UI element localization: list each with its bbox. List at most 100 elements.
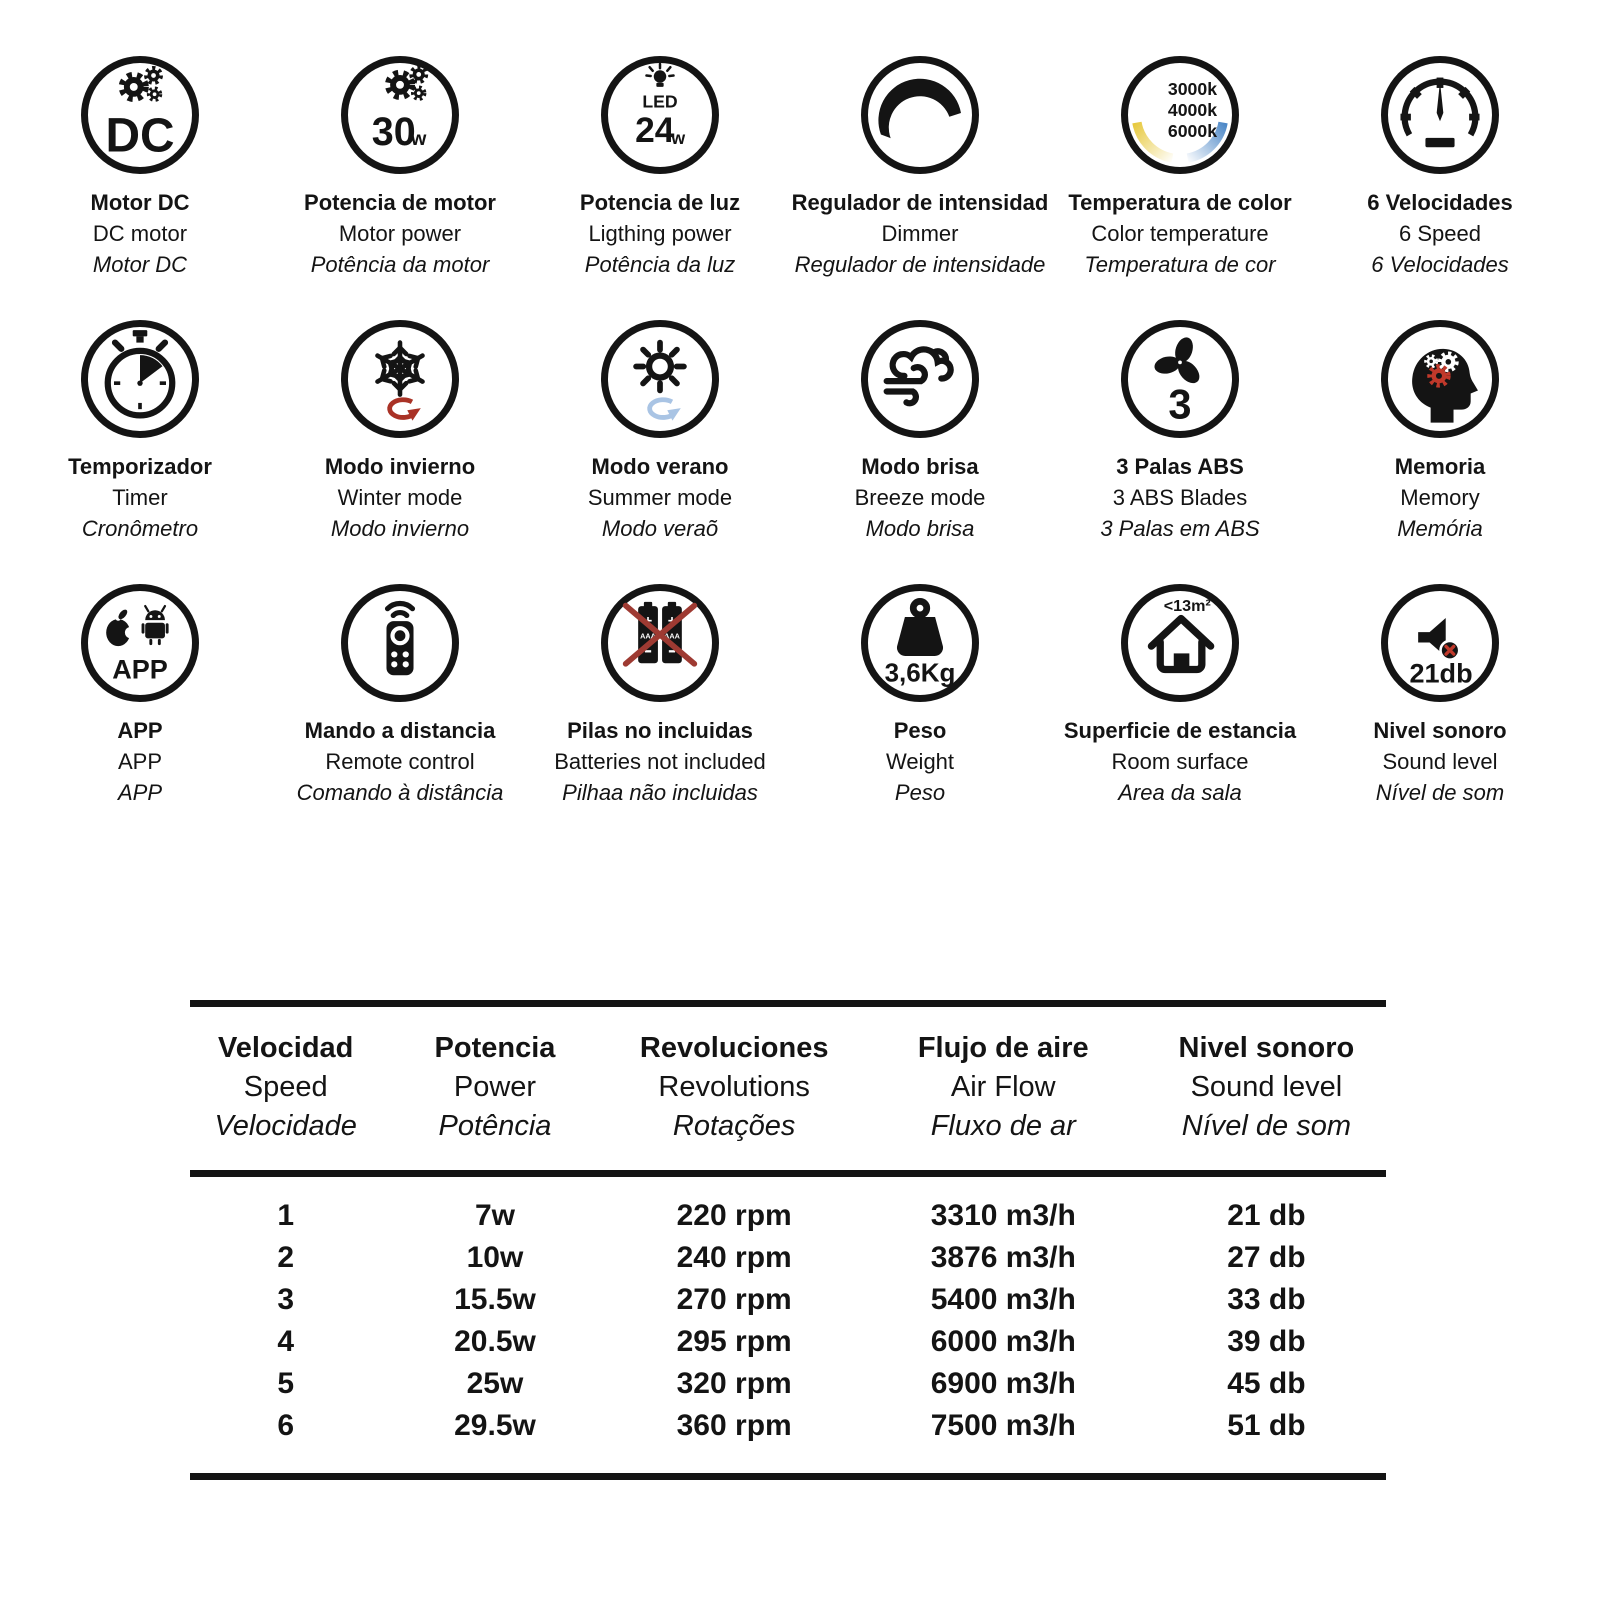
table-cell: 15.5w [454,1283,536,1316]
table-row: 5 25w 320 rpm 6900 m3/h 45 db [190,1363,1386,1405]
feature-title: Memoria [1394,454,1486,479]
feature-subtitle-pt: Regulador de intensidade [794,252,1046,277]
feature-title: Superficie de estancia [1063,718,1297,743]
badge-text-dc: DC [105,109,174,162]
feature-subtitle-pt: Modo brisa [865,516,975,541]
stopwatch-icon [81,320,199,438]
feature-subtitle-en: Sound level [1382,749,1498,774]
header-en: Power [453,1071,537,1103]
feature-memory: Memoria Memory Memória [1310,320,1570,544]
fan-blades-icon: 3 [1121,320,1239,438]
feature-subtitle-en: Ligthing power [588,221,732,246]
table-column-header-sonoro: Nivel sonoro Sound level Nível de som [1147,1029,1386,1146]
table-cell: 33 db [1227,1283,1306,1316]
feature-abs-blades: 3 3 Palas ABS 3 ABS Blades 3 Palas em AB… [1050,320,1310,544]
table-cell: 360 rpm [676,1409,792,1442]
feature-subtitle-en: DC motor [92,221,188,246]
table-cell: 3 [277,1283,295,1316]
table-row: 6 29.5w 360 rpm 7500 m3/h 51 db [190,1405,1386,1447]
table-header-row: Velocidad Speed Velocidade Potencia Powe… [190,1007,1386,1170]
table-cell: 220 rpm [676,1199,792,1232]
header-en: Speed [243,1071,328,1103]
features-grid: DC Motor DC DC motor Motor DC 30 w Poten… [10,56,1570,808]
feature-title: Temperatura de color [1068,190,1292,215]
header-pt: Potência [438,1110,552,1142]
feature-subtitle-pt: Comando à distância [296,780,504,805]
speedometer-icon [1381,56,1499,174]
table-cell: 295 rpm [676,1325,792,1358]
feature-title: APP [117,718,163,743]
feature-title: 3 Palas ABS [1116,454,1244,479]
table-cell: 4 [277,1325,295,1358]
table-row: 2 10w 240 rpm 3876 m3/h 27 db [190,1237,1386,1279]
spec-table: Velocidad Speed Velocidade Potencia Powe… [190,1000,1386,1480]
table-cell: 10w [466,1241,524,1274]
feature-subtitle-en: Summer mode [587,485,733,510]
house-icon: <13m² [1121,584,1239,702]
feature-title: Potencia de luz [579,190,741,215]
feature-subtitle-en: Breeze mode [854,485,986,510]
header-en: Air Flow [950,1071,1056,1103]
feature-subtitle-pt: Potência da motor [310,252,490,277]
header-es: Velocidad [217,1032,354,1064]
table-cell: 7w [474,1199,515,1232]
header-pt: Velocidade [214,1110,357,1142]
feature-title: Regulador de intensidad [791,190,1049,215]
table-cell: 6900 m3/h [930,1367,1076,1400]
table-rule-middle [190,1170,1386,1177]
table-cell: 240 rpm [676,1241,792,1274]
badge-text-3: 3 [1168,381,1191,428]
feature-remote-control: Mando a distancia Remote control Comando… [270,584,530,808]
feature-title: Mando a distancia [304,718,496,743]
feature-title: Modo brisa [861,454,979,479]
feature-subtitle-pt: Modo veraõ [601,516,719,541]
feature-color-temperature: 3000k 4000k 6000k Temperatura de color C… [1050,56,1310,280]
table-column-header-flujo: Flujo de aire Air Flow Fluxo de ar [860,1029,1147,1146]
feature-subtitle-pt: Pilhaa não incluidas [562,780,758,805]
feature-subtitle-pt: Area da sala [1118,780,1242,805]
table-cell: 7500 m3/h [930,1409,1076,1442]
table-cell: 5400 m3/h [930,1283,1076,1316]
badge-text-area: <13m² [1164,597,1212,615]
table-rule-bottom [190,1473,1386,1480]
feature-subtitle-en: 6 Speed [1399,221,1481,246]
led-power-icon: LED 24 w [601,56,719,174]
table-column-header-velocidad: Velocidad Speed Velocidade [190,1029,381,1146]
feature-subtitle-pt: 3 Palas em ABS [1100,516,1260,541]
table-column-header-potencia: Potencia Power Potência [381,1029,608,1146]
batteries-crossed-icon: + + AAA AAA [601,584,719,702]
table-cell: 25w [466,1367,524,1400]
table-cell: 3310 m3/h [930,1199,1076,1232]
badge-text-3000k: 3000k [1168,79,1217,99]
badge-text-db: 21db [1409,659,1472,689]
feature-subtitle-pt: Memória [1397,516,1483,541]
header-pt: Rotações [672,1110,796,1142]
table-cell: 29.5w [454,1409,536,1442]
badge-text-aaa: AAA [664,631,680,640]
dimmer-icon [861,56,979,174]
table-body: 1 7w 220 rpm 3310 m3/h 21 db 2 10w 240 r… [190,1177,1386,1473]
feature-subtitle-en: Motor power [338,221,462,246]
table-cell: 45 db [1227,1367,1306,1400]
badge-text-weight: 3,6Kg [885,657,956,687]
color-temperature-icon: 3000k 4000k 6000k [1121,56,1239,174]
badge-text-unit: w [410,128,427,150]
header-en: Revolutions [658,1071,810,1103]
head-gears-icon [1381,320,1499,438]
snowflake-icon [341,320,459,438]
feature-subtitle-pt: Nível de som [1375,780,1505,805]
table-cell: 21 db [1227,1199,1306,1232]
header-es: Revoluciones [639,1032,829,1064]
table-column-header-revoluciones: Revoluciones Revolutions Rotações [609,1029,860,1146]
feature-subtitle-pt: APP [117,780,163,805]
motor-power-icon: 30 w [341,56,459,174]
feature-title: Pilas no incluidas [567,718,753,743]
header-es: Potencia [434,1032,556,1064]
dc-motor-icon: DC [81,56,199,174]
header-es: Flujo de aire [917,1032,1089,1064]
table-cell: 6 [277,1409,295,1442]
feature-app: APP APP APP APP [10,584,270,808]
feature-title: Peso [893,718,947,743]
feature-light-power: LED 24 w Potencia de luz Ligthing power … [530,56,790,280]
badge-text-6000k: 6000k [1168,121,1217,141]
